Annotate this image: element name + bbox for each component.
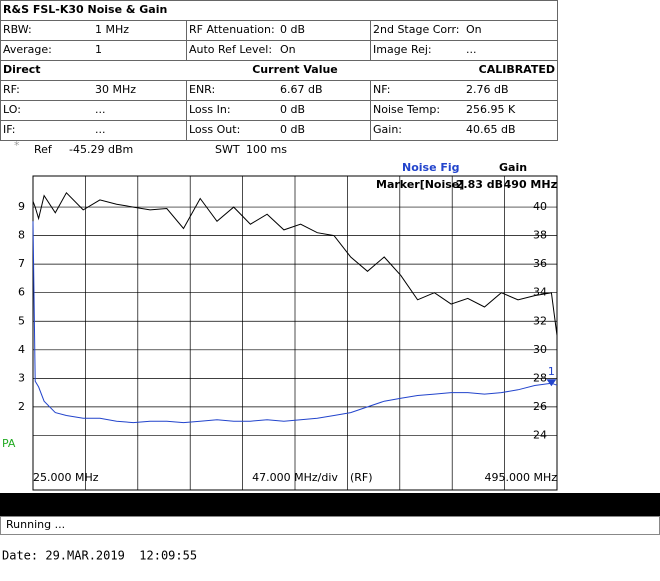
- table-cell: On: [280, 43, 296, 56]
- y-tick-label: 2: [18, 400, 25, 413]
- table-cell: Average:: [3, 43, 52, 56]
- table-cell: Loss Out:: [189, 123, 240, 136]
- table-cell: Loss In:: [189, 103, 231, 116]
- table-cell: LO:: [3, 103, 21, 116]
- y2-tick-label: 24: [533, 428, 547, 441]
- table-cell: Noise Temp:: [373, 103, 440, 116]
- table-cell: 1: [95, 43, 102, 56]
- x-label: 47.000 MHz/div: [252, 471, 338, 484]
- legend-entry: Gain: [499, 161, 527, 174]
- table-cell: 256.95 K: [466, 103, 516, 116]
- table-cell: On: [466, 23, 482, 36]
- table-cell: 30 MHz: [95, 83, 136, 96]
- y-tick-label: 9: [18, 200, 25, 213]
- marker: [546, 379, 557, 387]
- status-text: Running ...: [6, 518, 65, 531]
- table-cell: 2nd Stage Corr:: [373, 23, 460, 36]
- table-cell: 0 dB: [280, 123, 305, 136]
- table-cell: ...: [95, 123, 106, 136]
- legend-entry: Noise Fig: [402, 161, 460, 174]
- marker-name: Marker[Noise]: [376, 178, 464, 191]
- softkey-bar: [0, 493, 660, 516]
- marker-id: 1: [548, 365, 555, 378]
- marker-x: 490 MHz: [504, 178, 557, 191]
- y-tick-label: 8: [18, 229, 25, 242]
- header-title: R&S FSL-K30 Noise & Gain: [3, 3, 167, 16]
- x-label: 25.000 MHz: [33, 471, 99, 484]
- status-bar: [0, 516, 660, 535]
- y-tick-label: 7: [18, 257, 25, 270]
- x-label: (RF): [350, 471, 373, 484]
- x-label: 495.000 MHz: [484, 471, 557, 484]
- table-cell: 6.67 dB: [280, 83, 323, 96]
- table-cell: RF Attenuation:: [189, 23, 275, 36]
- series-line: [32, 221, 558, 424]
- table-cell: 40.65 dB: [466, 123, 516, 136]
- table-cell: 0 dB: [280, 23, 305, 36]
- series-line: [32, 191, 558, 336]
- y2-tick-label: 26: [533, 400, 547, 413]
- table-frame: [0, 0, 558, 141]
- date-stamp: Date: 29.MAR.2019 12:09:55: [2, 549, 197, 563]
- y-tick-label: 4: [18, 343, 25, 356]
- table-cell: 0 dB: [280, 103, 305, 116]
- y2-tick-label: 36: [533, 257, 547, 270]
- section-label: Current Value: [252, 63, 338, 76]
- table-cell: Gain:: [373, 123, 402, 136]
- section-label: Direct: [3, 63, 41, 76]
- y2-tick-label: 38: [533, 229, 547, 242]
- table-cell: 2.76 dB: [466, 83, 509, 96]
- y-tick-label: 6: [18, 286, 25, 299]
- ref-label: Ref: [34, 143, 53, 156]
- table-cell: Auto Ref Level:: [189, 43, 272, 56]
- y-tick-label: 3: [18, 371, 25, 384]
- y2-tick-label: 28: [533, 371, 547, 384]
- y2-tick-label: 32: [533, 314, 547, 327]
- side-label: PA: [2, 437, 16, 450]
- y2-tick-label: 40: [533, 200, 547, 213]
- section-label: CALIBRATED: [479, 63, 555, 76]
- table-cell: IF:: [3, 123, 15, 136]
- table-cell: 1 MHz: [95, 23, 129, 36]
- star: *: [14, 139, 20, 152]
- swt-value: 100 ms: [246, 143, 287, 156]
- ref-value: -45.29 dBm: [69, 143, 133, 156]
- table-cell: RBW:: [3, 23, 32, 36]
- table-cell: ENR:: [189, 83, 215, 96]
- table-cell: Image Rej:: [373, 43, 432, 56]
- y-tick-label: 5: [18, 314, 25, 327]
- y2-tick-label: 30: [533, 343, 547, 356]
- table-cell: RF:: [3, 83, 20, 96]
- y2-tick-label: 34: [533, 286, 547, 299]
- swt-label: SWT: [215, 143, 240, 156]
- table-cell: ...: [95, 103, 106, 116]
- marker-value: 2.83 dB: [456, 178, 503, 191]
- table-cell: ...: [466, 43, 477, 56]
- table-cell: NF:: [373, 83, 390, 96]
